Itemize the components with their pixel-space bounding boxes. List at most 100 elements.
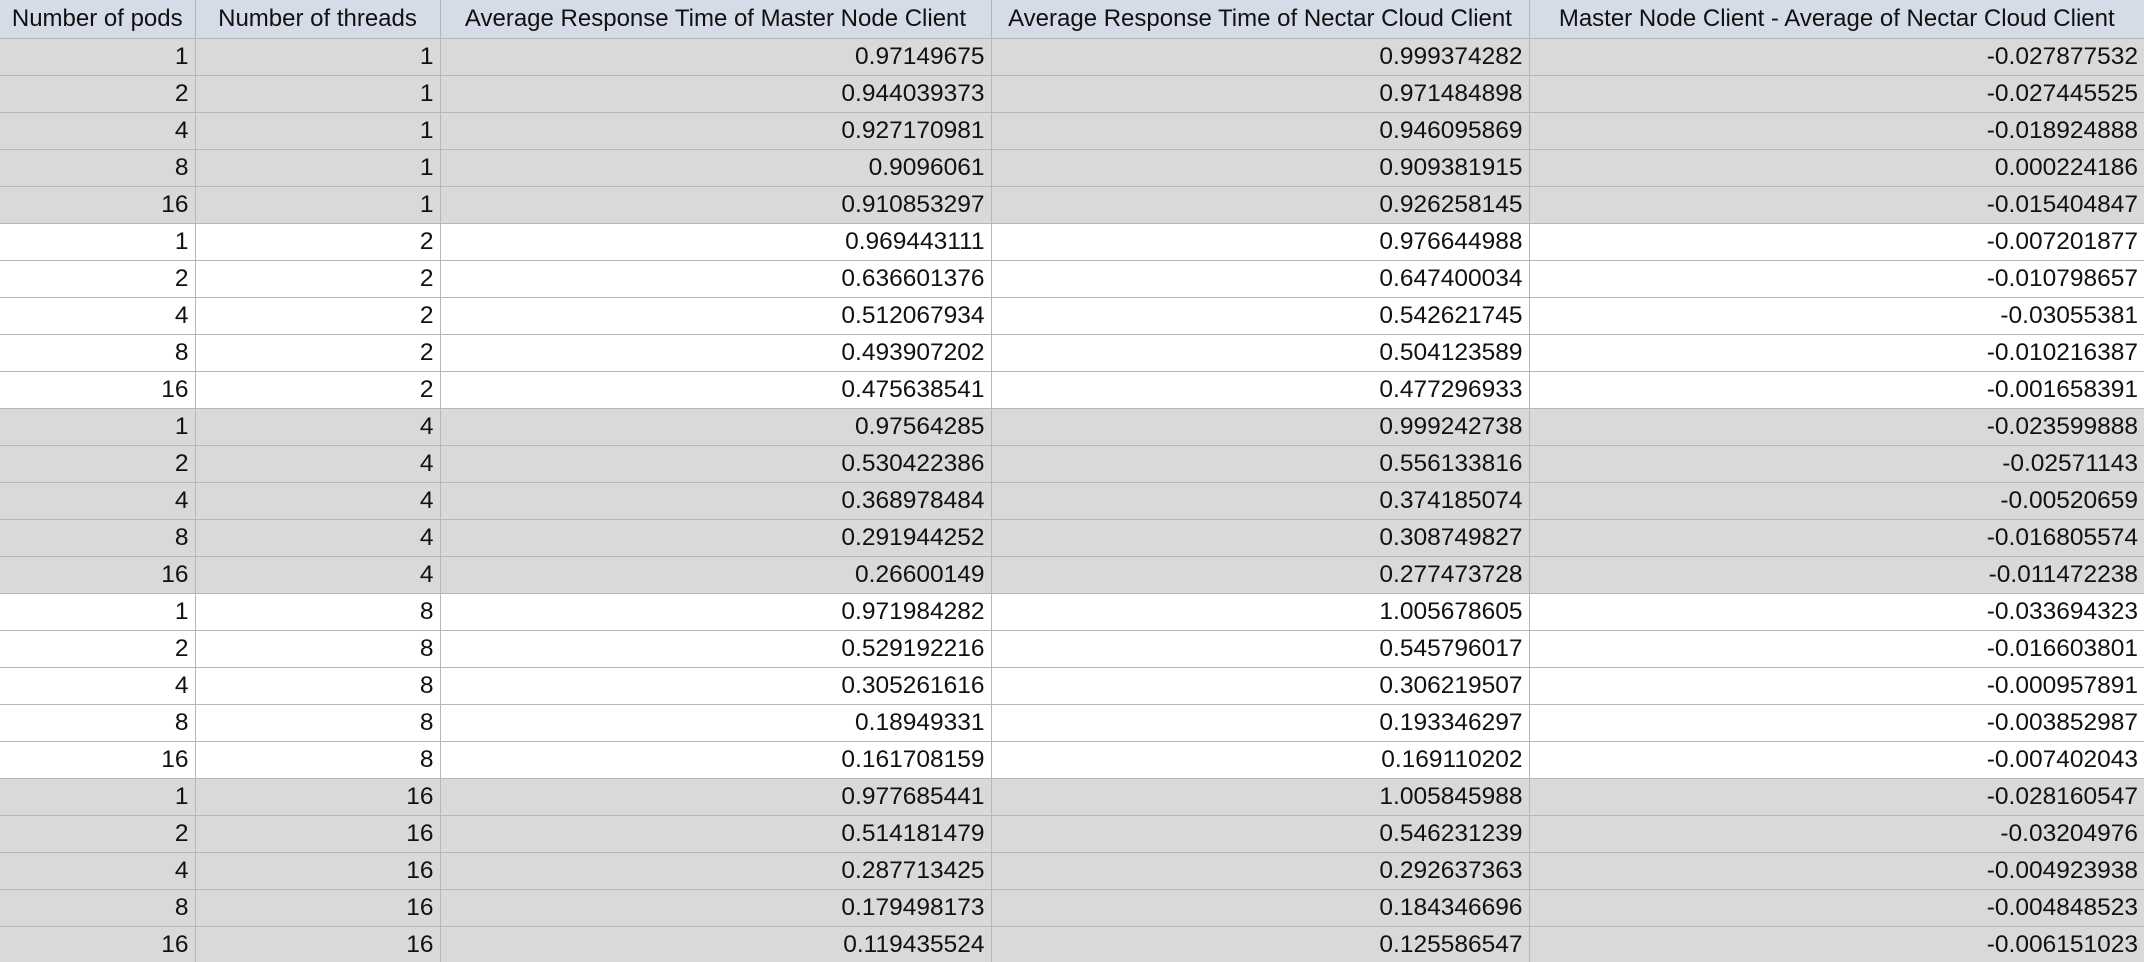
cell-pods[interactable]: 4	[0, 482, 196, 520]
cell-nectar-avg[interactable]: 0.542621745	[991, 297, 1530, 335]
cell-threads[interactable]: 8	[195, 741, 441, 779]
cell-master-avg[interactable]: 0.944039373	[440, 75, 992, 113]
cell-threads[interactable]: 16	[195, 852, 441, 890]
cell-difference[interactable]: -0.011472238	[1529, 556, 2144, 594]
cell-pods[interactable]: 8	[0, 889, 196, 927]
cell-threads[interactable]: 8	[195, 667, 441, 705]
cell-nectar-avg[interactable]: 0.306219507	[991, 667, 1530, 705]
cell-pods[interactable]: 8	[0, 704, 196, 742]
cell-master-avg[interactable]: 0.97564285	[440, 408, 992, 446]
cell-difference[interactable]: -0.033694323	[1529, 593, 2144, 631]
cell-pods[interactable]: 8	[0, 149, 196, 187]
cell-master-avg[interactable]: 0.512067934	[440, 297, 992, 335]
cell-master-avg[interactable]: 0.971984282	[440, 593, 992, 631]
cell-master-avg[interactable]: 0.26600149	[440, 556, 992, 594]
cell-nectar-avg[interactable]: 0.169110202	[991, 741, 1530, 779]
cell-nectar-avg[interactable]: 1.005845988	[991, 778, 1530, 816]
cell-threads[interactable]: 4	[195, 408, 441, 446]
cell-threads[interactable]: 4	[195, 445, 441, 483]
cell-threads[interactable]: 16	[195, 926, 441, 962]
header-number-of-threads[interactable]: Number of threads	[195, 0, 441, 39]
cell-master-avg[interactable]: 0.161708159	[440, 741, 992, 779]
cell-master-avg[interactable]: 0.927170981	[440, 112, 992, 150]
cell-difference[interactable]: -0.03204976	[1529, 815, 2144, 853]
cell-nectar-avg[interactable]: 0.946095869	[991, 112, 1530, 150]
cell-pods[interactable]: 4	[0, 852, 196, 890]
cell-threads[interactable]: 1	[195, 38, 441, 76]
cell-nectar-avg[interactable]: 0.546231239	[991, 815, 1530, 853]
cell-master-avg[interactable]: 0.636601376	[440, 260, 992, 298]
cell-nectar-avg[interactable]: 0.374185074	[991, 482, 1530, 520]
cell-difference[interactable]: -0.007402043	[1529, 741, 2144, 779]
cell-pods[interactable]: 4	[0, 667, 196, 705]
cell-pods[interactable]: 1	[0, 593, 196, 631]
cell-master-avg[interactable]: 0.287713425	[440, 852, 992, 890]
cell-master-avg[interactable]: 0.514181479	[440, 815, 992, 853]
cell-pods[interactable]: 2	[0, 445, 196, 483]
cell-master-avg[interactable]: 0.97149675	[440, 38, 992, 76]
cell-pods[interactable]: 4	[0, 297, 196, 335]
cell-threads[interactable]: 2	[195, 223, 441, 261]
cell-pods[interactable]: 2	[0, 815, 196, 853]
cell-threads[interactable]: 1	[195, 186, 441, 224]
cell-threads[interactable]: 1	[195, 149, 441, 187]
header-nectar-cloud-avg-response[interactable]: Average Response Time of Nectar Cloud Cl…	[991, 0, 1530, 39]
cell-nectar-avg[interactable]: 0.999242738	[991, 408, 1530, 446]
cell-difference[interactable]: -0.006151023	[1529, 926, 2144, 962]
cell-difference[interactable]: 0.000224186	[1529, 149, 2144, 187]
cell-nectar-avg[interactable]: 0.971484898	[991, 75, 1530, 113]
cell-master-avg[interactable]: 0.119435524	[440, 926, 992, 962]
cell-master-avg[interactable]: 0.305261616	[440, 667, 992, 705]
cell-threads[interactable]: 2	[195, 334, 441, 372]
cell-nectar-avg[interactable]: 0.999374282	[991, 38, 1530, 76]
cell-threads[interactable]: 4	[195, 519, 441, 557]
cell-master-avg[interactable]: 0.368978484	[440, 482, 992, 520]
cell-threads[interactable]: 4	[195, 556, 441, 594]
cell-threads[interactable]: 1	[195, 112, 441, 150]
cell-pods[interactable]: 16	[0, 186, 196, 224]
cell-nectar-avg[interactable]: 0.193346297	[991, 704, 1530, 742]
cell-nectar-avg[interactable]: 0.184346696	[991, 889, 1530, 927]
cell-nectar-avg[interactable]: 1.005678605	[991, 593, 1530, 631]
cell-difference[interactable]: -0.028160547	[1529, 778, 2144, 816]
cell-threads[interactable]: 1	[195, 75, 441, 113]
cell-threads[interactable]: 16	[195, 815, 441, 853]
cell-threads[interactable]: 16	[195, 889, 441, 927]
cell-pods[interactable]: 8	[0, 519, 196, 557]
cell-nectar-avg[interactable]: 0.277473728	[991, 556, 1530, 594]
cell-pods[interactable]: 2	[0, 75, 196, 113]
cell-nectar-avg[interactable]: 0.504123589	[991, 334, 1530, 372]
cell-master-avg[interactable]: 0.910853297	[440, 186, 992, 224]
cell-nectar-avg[interactable]: 0.556133816	[991, 445, 1530, 483]
cell-master-avg[interactable]: 0.493907202	[440, 334, 992, 372]
cell-difference[interactable]: -0.016805574	[1529, 519, 2144, 557]
cell-pods[interactable]: 4	[0, 112, 196, 150]
cell-threads[interactable]: 8	[195, 630, 441, 668]
cell-master-avg[interactable]: 0.530422386	[440, 445, 992, 483]
cell-difference[interactable]: -0.001658391	[1529, 371, 2144, 409]
cell-difference[interactable]: -0.016603801	[1529, 630, 2144, 668]
cell-pods[interactable]: 1	[0, 223, 196, 261]
cell-difference[interactable]: -0.027445525	[1529, 75, 2144, 113]
cell-pods[interactable]: 16	[0, 556, 196, 594]
cell-nectar-avg[interactable]: 0.909381915	[991, 149, 1530, 187]
cell-nectar-avg[interactable]: 0.477296933	[991, 371, 1530, 409]
cell-threads[interactable]: 8	[195, 704, 441, 742]
cell-master-avg[interactable]: 0.475638541	[440, 371, 992, 409]
header-difference[interactable]: Master Node Client - Average of Nectar C…	[1529, 0, 2144, 39]
cell-difference[interactable]: -0.03055381	[1529, 297, 2144, 335]
cell-difference[interactable]: -0.02571143	[1529, 445, 2144, 483]
cell-nectar-avg[interactable]: 0.125586547	[991, 926, 1530, 962]
cell-difference[interactable]: -0.004923938	[1529, 852, 2144, 890]
cell-difference[interactable]: -0.004848523	[1529, 889, 2144, 927]
cell-difference[interactable]: -0.027877532	[1529, 38, 2144, 76]
header-master-node-avg-response[interactable]: Average Response Time of Master Node Cli…	[440, 0, 992, 39]
cell-pods[interactable]: 2	[0, 630, 196, 668]
cell-threads[interactable]: 2	[195, 371, 441, 409]
cell-pods[interactable]: 1	[0, 38, 196, 76]
cell-master-avg[interactable]: 0.18949331	[440, 704, 992, 742]
cell-master-avg[interactable]: 0.179498173	[440, 889, 992, 927]
cell-threads[interactable]: 8	[195, 593, 441, 631]
cell-pods[interactable]: 16	[0, 741, 196, 779]
cell-pods[interactable]: 8	[0, 334, 196, 372]
